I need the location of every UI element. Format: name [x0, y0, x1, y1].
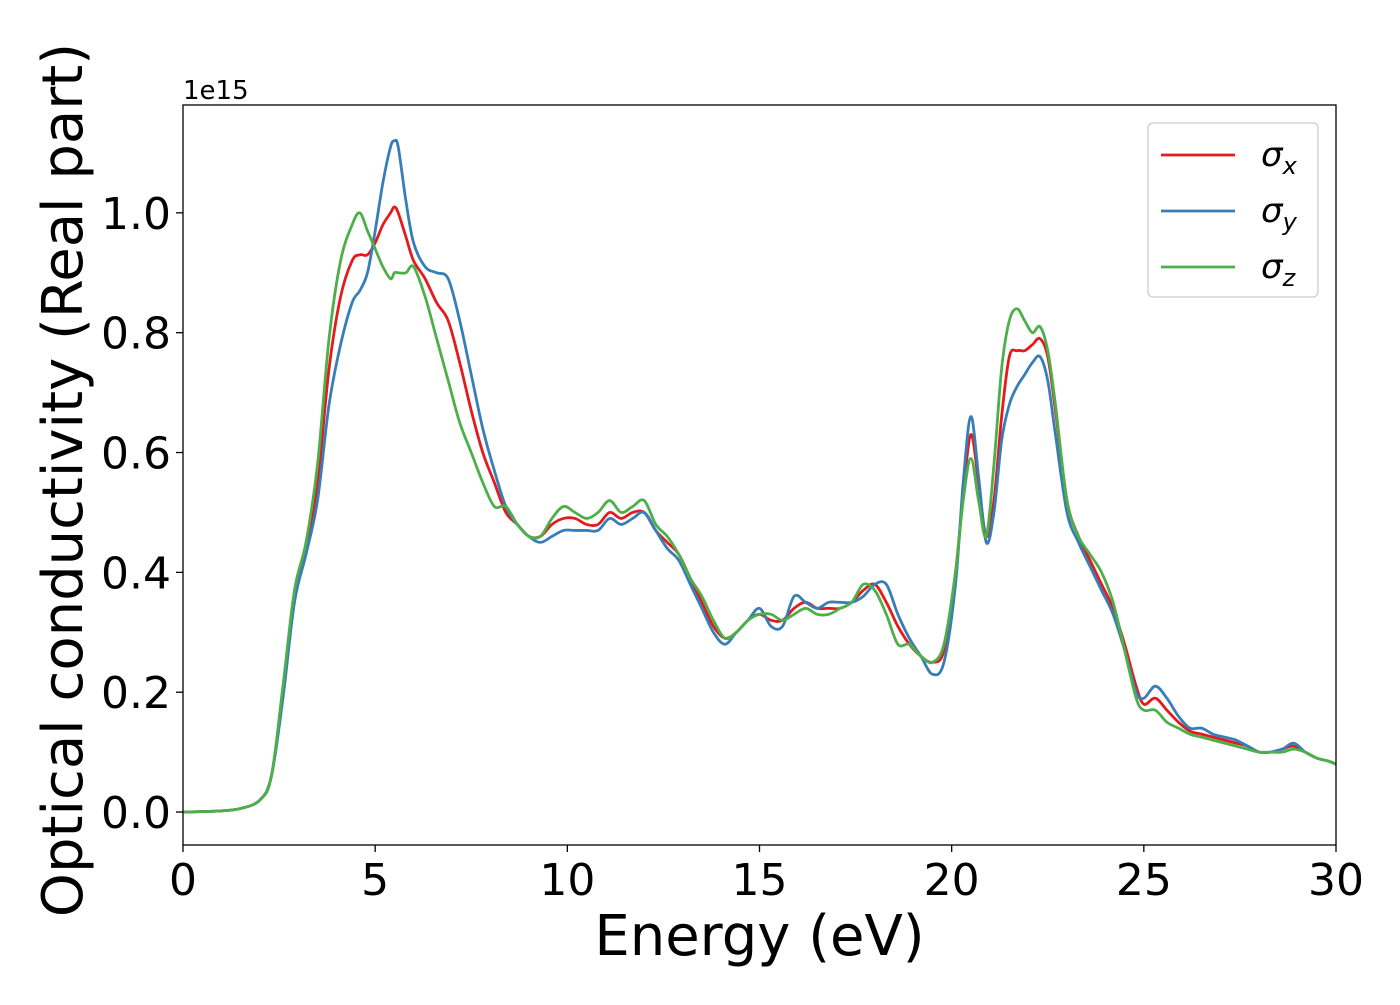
- y-axis-offset-text: 1e15: [183, 76, 249, 106]
- x-tick-label: 0: [169, 855, 197, 906]
- x-tick-label: 5: [361, 855, 389, 906]
- y-tick-label: 0.2: [101, 668, 171, 719]
- x-tick-label: 10: [539, 855, 595, 906]
- legend-label-y: σy: [1261, 191, 1298, 236]
- y-tick-label: 0.4: [101, 548, 171, 599]
- series-line-z: [183, 211, 1336, 814]
- y-tick-label: 0.6: [101, 429, 171, 480]
- y-tick-label: 0.8: [101, 309, 171, 360]
- x-axis-label: Energy (eV): [594, 904, 924, 969]
- y-tick-label: 1.0: [101, 189, 171, 240]
- legend: σx σy σz: [1147, 122, 1319, 298]
- x-tick-label: 25: [1116, 855, 1172, 906]
- y-axis-ticks: 0.0 0.2 0.4 0.6 0.8 1.0: [101, 189, 183, 839]
- legend-label-x: σx: [1261, 135, 1298, 180]
- plot-lines: [183, 138, 1336, 814]
- legend-items: σx σy σz: [1161, 135, 1298, 292]
- series-line-y: [183, 138, 1336, 814]
- legend-label-z: σz: [1261, 247, 1297, 292]
- x-tick-label: 20: [924, 855, 980, 906]
- y-axis-label: Optical conductivity (Real part): [31, 43, 96, 917]
- x-axis-ticks: 0 5 10 15 20 25 30: [169, 845, 1364, 906]
- x-tick-label: 30: [1308, 855, 1364, 906]
- x-tick-label: 15: [732, 855, 788, 906]
- y-tick-label: 0.0: [101, 788, 171, 839]
